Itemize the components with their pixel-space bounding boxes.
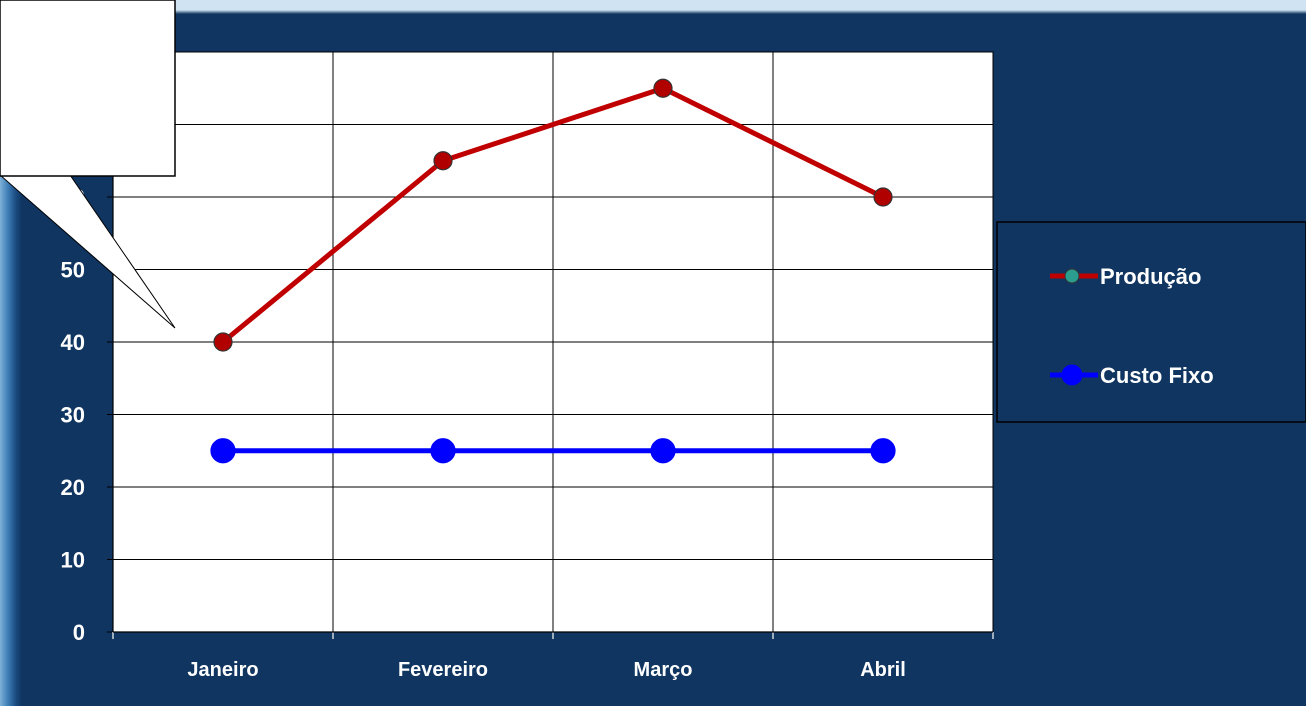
y-tick-label: 40 xyxy=(61,330,85,355)
y-tick-label: 30 xyxy=(61,403,85,428)
series-lines xyxy=(210,78,896,464)
callout xyxy=(0,0,176,329)
x-tick-label: Abril xyxy=(860,659,906,681)
data-point xyxy=(210,438,236,464)
y-tick-label: 0 xyxy=(73,620,85,645)
data-point xyxy=(433,151,453,171)
y-tick-label: 20 xyxy=(61,475,85,500)
data-point xyxy=(650,438,676,464)
data-point xyxy=(870,438,896,464)
series-line-0 xyxy=(221,85,885,344)
legend-swatch-marker xyxy=(1061,364,1083,386)
x-tick-label: Fevereiro xyxy=(398,659,488,681)
data-point xyxy=(430,438,456,464)
x-tick-label: Janeiro xyxy=(187,659,258,681)
callout-box xyxy=(0,0,176,177)
data-point xyxy=(873,187,893,207)
y-tick-label: 10 xyxy=(61,548,85,573)
legend-box xyxy=(996,221,1306,423)
y-tick-label: 50 xyxy=(61,258,85,283)
legend-swatch-marker xyxy=(1064,268,1080,284)
legend-label: Produção xyxy=(1100,264,1201,289)
data-point xyxy=(653,78,673,98)
legend-label: Custo Fixo xyxy=(1100,363,1214,388)
x-tick-label: Março xyxy=(634,659,693,681)
data-point xyxy=(213,332,233,352)
legend: Produção Custo Fixo xyxy=(996,221,1306,423)
